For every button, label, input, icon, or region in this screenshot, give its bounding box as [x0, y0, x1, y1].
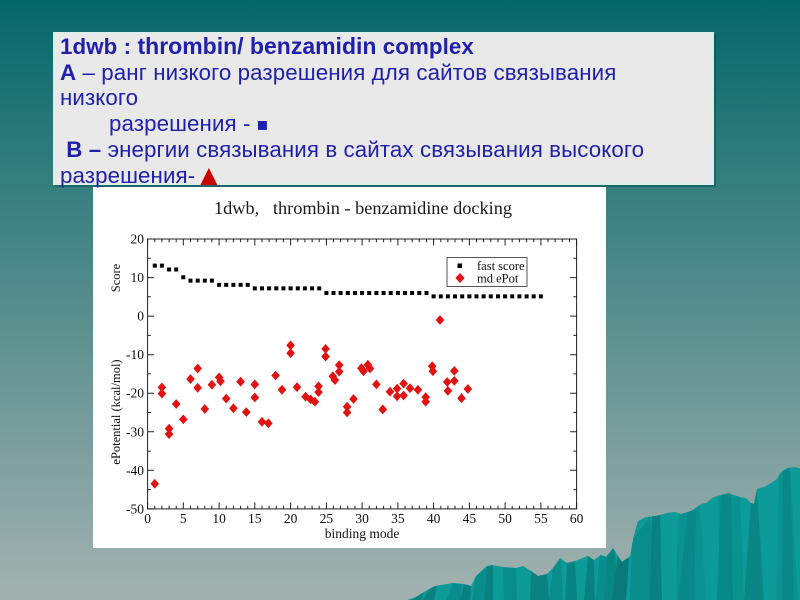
svg-text:0: 0 [137, 309, 144, 324]
svg-text:ePotential (kcal/mol): ePotential (kcal/mol) [109, 359, 123, 464]
svg-text:-20: -20 [126, 386, 144, 401]
svg-text:20: 20 [284, 511, 298, 526]
svg-text:40: 40 [427, 511, 441, 526]
svg-text:35: 35 [391, 511, 405, 526]
svg-text:binding mode: binding mode [325, 526, 400, 541]
svg-text:-10: -10 [126, 347, 144, 362]
svg-text:45: 45 [463, 511, 477, 526]
svg-text:-30: -30 [126, 424, 144, 439]
svg-text:-40: -40 [126, 463, 144, 478]
svg-text:0: 0 [144, 511, 151, 526]
svg-text:30: 30 [355, 511, 369, 526]
svg-text:55: 55 [534, 511, 548, 526]
svg-text:15: 15 [248, 511, 262, 526]
svg-text:-50: -50 [126, 501, 144, 516]
svg-text:Score: Score [109, 263, 123, 292]
svg-text:10: 10 [131, 270, 145, 285]
svg-text:5: 5 [180, 511, 187, 526]
svg-text:25: 25 [320, 511, 334, 526]
svg-text:md ePot: md ePot [477, 272, 519, 286]
svg-text:50: 50 [498, 511, 512, 526]
svg-text:20: 20 [131, 232, 145, 247]
svg-text:1dwb, thrombin - benzamidine: 1dwb, thrombin - benzamidine docking [214, 198, 512, 218]
svg-text:10: 10 [212, 511, 226, 526]
svg-text:fast score: fast score [477, 259, 525, 273]
svg-text:60: 60 [570, 511, 584, 526]
